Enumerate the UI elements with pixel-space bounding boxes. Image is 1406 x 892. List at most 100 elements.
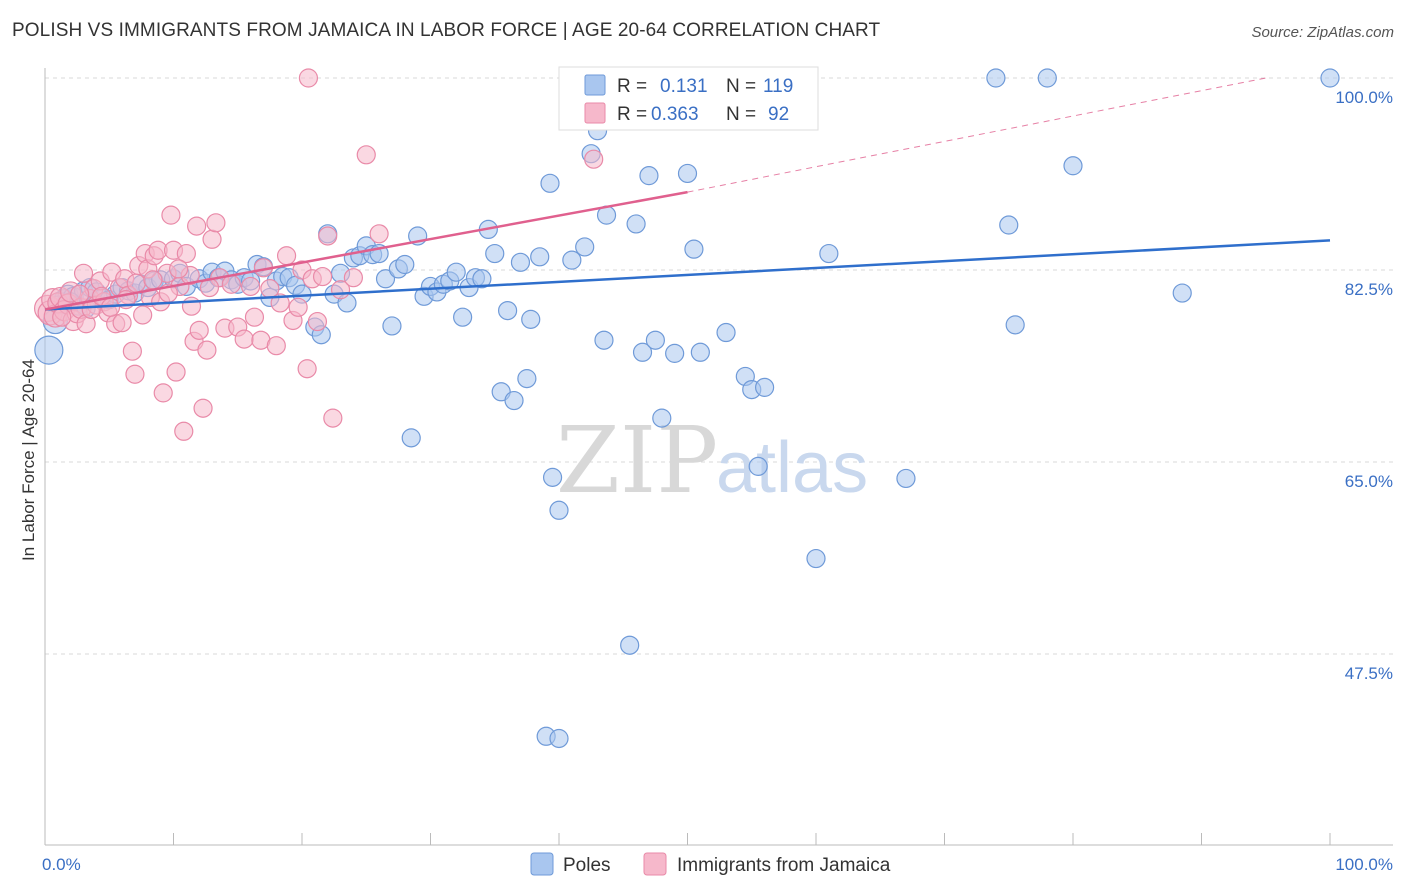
bottom-legend-label-jamaica: Immigrants from Jamaica (677, 855, 891, 876)
jamaica-point-73 (323, 408, 343, 428)
trend-lines (44, 77, 1331, 311)
poles-point-71 (504, 390, 524, 411)
poles-point-90 (632, 342, 653, 362)
x-tick-label-min: 0.0% (42, 855, 81, 874)
legend-r-label-jamaica: R = (617, 104, 647, 125)
jamaica-point-75 (343, 268, 363, 288)
jamaica-point-57 (241, 276, 261, 297)
jamaica-point-66 (288, 297, 308, 317)
jamaica-point-87 (143, 270, 163, 290)
trend-line-poles (44, 239, 1331, 311)
jamaica-point-46 (187, 216, 207, 236)
jamaica-point-29 (133, 305, 153, 325)
jamaica-point-47 (189, 320, 209, 340)
poles-point-52 (382, 316, 402, 336)
poles-point-85 (594, 330, 614, 350)
poles-point-51 (375, 269, 396, 289)
jamaica-point-64 (276, 246, 297, 266)
jamaica-point-63 (270, 293, 290, 313)
poles-point-74 (521, 309, 541, 329)
watermark: ZIP atlas (556, 407, 868, 514)
jamaica-point-56 (234, 329, 254, 349)
poles-point-106 (806, 548, 826, 569)
poles-point-103 (748, 456, 768, 476)
poles-point-97 (684, 239, 704, 259)
legend-r-label-poles: R = (617, 76, 647, 97)
legend-n-label-poles: N = (726, 76, 756, 97)
jamaica-point-54 (221, 274, 241, 294)
chart-title: POLISH VS IMMIGRANTS FROM JAMAICA IN LAB… (12, 20, 881, 41)
jamaica-point-68 (297, 359, 317, 379)
jamaica-point-90 (181, 296, 202, 316)
poles-point-93 (652, 408, 672, 428)
jamaica-point-81 (70, 284, 90, 304)
jamaica-point-78 (369, 224, 389, 244)
poles-point-104 (754, 377, 775, 397)
jamaica-point-43 (176, 243, 196, 264)
poles-point-113 (1063, 156, 1083, 176)
jamaica-point-76 (298, 68, 319, 88)
poles-point-98 (690, 342, 710, 362)
y-tick-label-2: 82.5% (1345, 280, 1393, 299)
jamaica-point-51 (206, 213, 226, 233)
legend-n-value-jamaica: 92 (768, 104, 789, 125)
x-tick-labels: 0.0% 100.0% (42, 855, 1393, 874)
legend-n-label-jamaica: N = (726, 104, 756, 125)
watermark-atlas: atlas (716, 428, 868, 508)
jamaica-point-72 (318, 226, 338, 246)
jamaica-point-27 (125, 364, 145, 384)
jamaica-point-86 (126, 273, 146, 293)
jamaica-point-77 (356, 145, 376, 165)
watermark-zip: ZIP (556, 407, 718, 514)
legend-r-value-poles: 0.131 (660, 76, 708, 97)
x-tick-label-max: 100.0% (1335, 855, 1393, 874)
y-tick-label-1: 65.0% (1345, 472, 1393, 491)
axes (44, 68, 1393, 846)
legend-swatch-jamaica (584, 102, 606, 124)
jamaica-point-26 (122, 341, 142, 361)
poles-point-96 (677, 163, 698, 184)
jamaica-point-23 (112, 313, 132, 333)
jamaica-point-40 (166, 362, 186, 382)
trend-line-jamaica (44, 190, 688, 311)
poles-point-66 (472, 269, 492, 289)
poles-point-100 (716, 322, 736, 343)
poles-point-80 (549, 500, 569, 520)
poles-point-91 (639, 166, 659, 186)
poles-point-75 (530, 247, 550, 267)
poles-point-55 (401, 428, 421, 448)
poles-point-107 (819, 243, 839, 264)
jamaica-point-42 (174, 421, 194, 441)
poles-point-88 (620, 635, 640, 655)
poles-point-115 (1320, 68, 1340, 88)
poles-point-82 (575, 237, 595, 257)
poles-point-78 (549, 728, 569, 749)
poles-point-72 (510, 252, 531, 272)
jamaica-point-36 (153, 383, 173, 403)
bottom-legend: Poles Immigrants from Jamaica (530, 852, 891, 876)
legend-n-value-poles: 119 (763, 76, 793, 97)
bottom-legend-swatch-jamaica (643, 852, 667, 876)
bottom-legend-swatch-poles (530, 852, 554, 876)
jamaica-point-48 (193, 398, 213, 418)
grid-lines (45, 77, 1393, 655)
poles-point-110 (999, 215, 1019, 235)
jamaica-point-58 (244, 307, 265, 327)
jamaica-point-80 (52, 307, 72, 327)
y-tick-labels: 47.5% 65.0% 82.5% 100.0% (1335, 88, 1393, 683)
y-tick-label-3: 100.0% (1335, 88, 1393, 107)
poles-point-0 (34, 335, 64, 365)
jamaica-point-49 (197, 340, 217, 360)
poles-point-81 (562, 250, 582, 270)
poles-point-114 (1172, 283, 1192, 303)
poles-point-92 (645, 330, 665, 350)
jamaica-point-89 (169, 259, 189, 279)
poles-point-70 (498, 300, 518, 321)
source-label: Source: ZipAtlas.com (1251, 24, 1394, 41)
bottom-legend-label-poles: Poles (563, 855, 611, 876)
poles-point-111 (1005, 315, 1025, 335)
legend-r-value-jamaica: 0.363 (651, 104, 699, 125)
poles-point-89 (626, 214, 646, 234)
poles-point-95 (665, 343, 685, 363)
jamaica-point-38 (161, 205, 181, 225)
